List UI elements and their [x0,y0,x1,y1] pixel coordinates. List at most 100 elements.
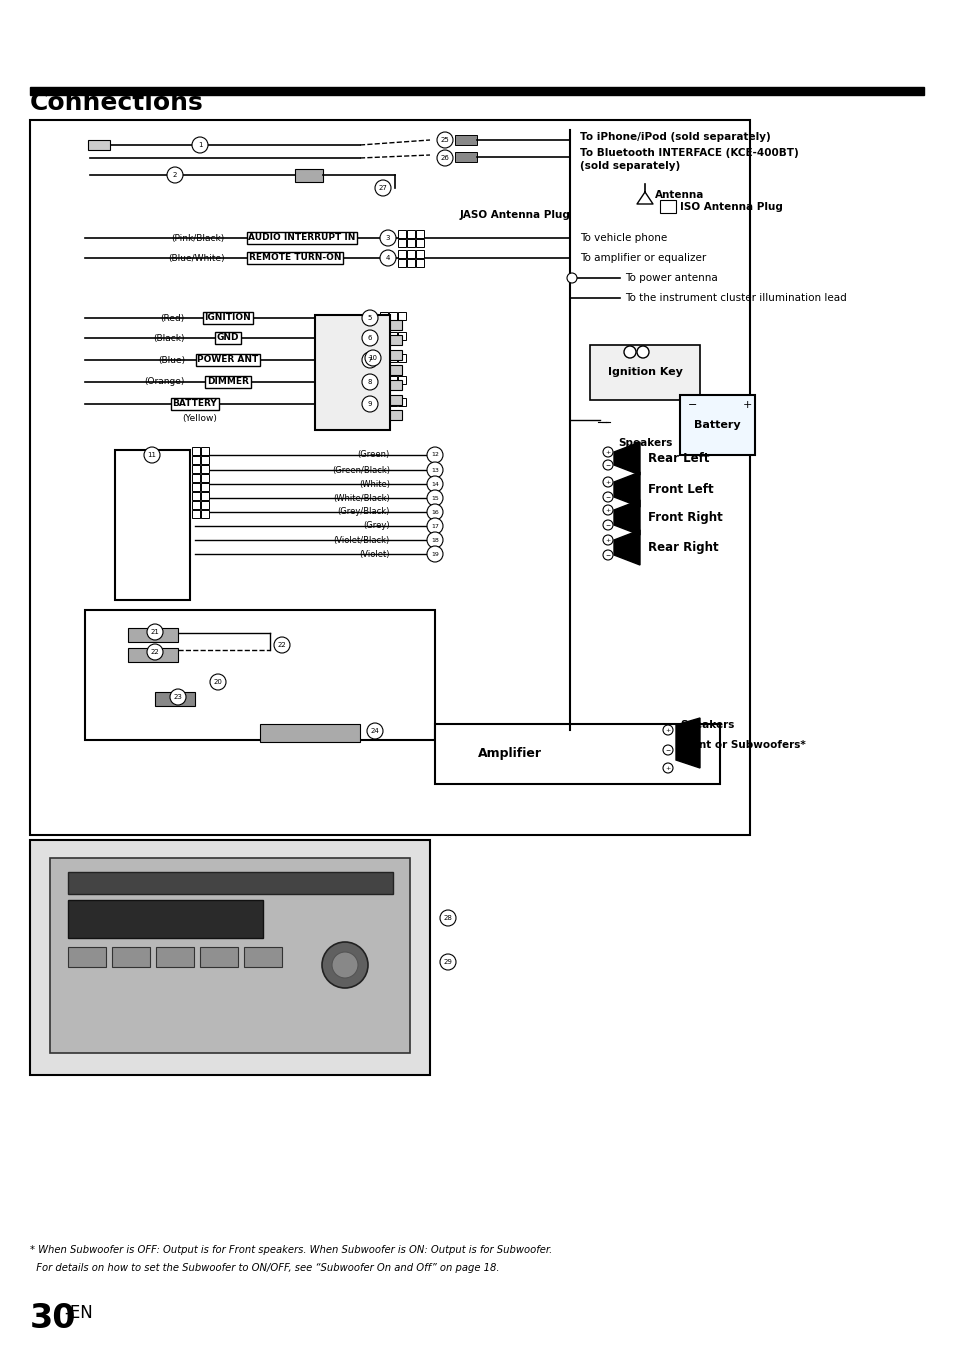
Text: +: + [605,449,610,454]
Bar [435,724,720,785]
Bar [201,474,209,483]
Bar [397,376,406,384]
Bar [407,259,415,267]
Text: IGNITION: IGNITION [204,314,251,322]
Text: 5: 5 [368,315,372,321]
Bar [30,840,430,1074]
Text: 13: 13 [431,468,438,473]
Text: −: − [688,400,697,410]
Bar [455,135,476,146]
Text: (Blue): (Blue) [157,356,185,364]
Circle shape [427,448,442,462]
Bar [659,200,676,213]
Polygon shape [614,472,639,507]
Text: 15: 15 [431,496,438,500]
Bar [192,483,200,491]
Text: +: + [664,728,670,732]
Circle shape [602,550,613,559]
Circle shape [361,310,377,326]
Bar [389,311,396,319]
Text: Rear Right: Rear Right [647,541,718,554]
Text: (sold separately): (sold separately) [579,160,679,171]
Circle shape [170,689,186,705]
Text: Ignition Key: Ignition Key [607,367,681,377]
Bar [390,350,401,360]
Text: 8: 8 [367,379,372,386]
Circle shape [427,532,442,549]
Circle shape [375,181,391,195]
Bar [407,239,415,247]
Text: +: + [741,400,751,410]
Circle shape [427,476,442,492]
Text: 9: 9 [367,400,372,407]
Text: 30: 30 [30,1302,76,1335]
Bar [68,900,263,938]
Text: 4: 4 [385,255,390,262]
Bar [397,259,406,267]
Circle shape [427,518,442,534]
Text: 23: 23 [173,694,182,700]
Bar [85,611,435,740]
Text: (White/Black): (White/Black) [333,493,390,503]
Bar [416,231,423,239]
Bar [397,249,406,257]
Text: 11: 11 [148,452,156,458]
Bar [88,140,110,150]
Text: Antenna: Antenna [655,190,703,200]
Text: Speakers: Speakers [679,720,734,731]
Bar [416,249,423,257]
Bar [397,231,406,239]
Circle shape [602,477,613,487]
Bar [407,249,415,257]
Circle shape [439,910,456,926]
Bar [390,410,401,421]
Bar [397,355,406,363]
Bar [192,465,200,473]
Text: 6: 6 [367,336,372,341]
Text: 20: 20 [213,679,222,685]
Circle shape [427,504,442,520]
Text: 3: 3 [385,235,390,241]
Circle shape [439,954,456,971]
Text: Amplifier: Amplifier [477,748,541,760]
Circle shape [367,723,382,739]
Text: 14: 14 [431,481,438,487]
Text: −: − [605,523,610,527]
Bar [30,120,749,834]
Text: * When Subwoofer is OFF: Output is for Front speakers. When Subwoofer is ON: Out: * When Subwoofer is OFF: Output is for F… [30,1246,552,1255]
Text: For details on how to set the Subwoofer to ON/OFF, see “Subwoofer On and Off” on: For details on how to set the Subwoofer … [30,1263,499,1273]
Text: (Green/Black): (Green/Black) [332,465,390,474]
Text: +: + [605,480,610,484]
Circle shape [361,373,377,390]
Text: Connections: Connections [30,92,204,115]
Text: Front or Subwoofers*: Front or Subwoofers* [679,740,805,749]
Text: (Pink/Black): (Pink/Black) [172,233,225,243]
Circle shape [322,942,368,988]
Circle shape [427,546,442,562]
Circle shape [147,624,163,640]
Bar [192,474,200,483]
Text: To power antenna: To power antenna [624,274,717,283]
Bar [201,510,209,518]
Text: To the instrument cluster illumination lead: To the instrument cluster illumination l… [624,293,846,303]
Circle shape [365,350,380,367]
Circle shape [623,346,636,359]
Circle shape [144,448,160,462]
Polygon shape [614,442,639,474]
Text: −: − [605,495,610,500]
Text: To Bluetooth INTERFACE (KCE-400BT): To Bluetooth INTERFACE (KCE-400BT) [579,148,798,158]
Text: 22: 22 [277,642,286,648]
Bar [200,948,237,967]
Circle shape [427,462,442,479]
Text: −: − [664,748,670,752]
Bar [389,398,396,406]
Circle shape [167,167,183,183]
Circle shape [662,745,672,755]
Bar [128,648,178,662]
Bar [260,724,359,741]
Bar [416,239,423,247]
Text: To amplifier or equalizer: To amplifier or equalizer [579,253,705,263]
Circle shape [602,535,613,545]
Text: Battery: Battery [693,421,740,430]
Text: 21: 21 [151,630,159,635]
